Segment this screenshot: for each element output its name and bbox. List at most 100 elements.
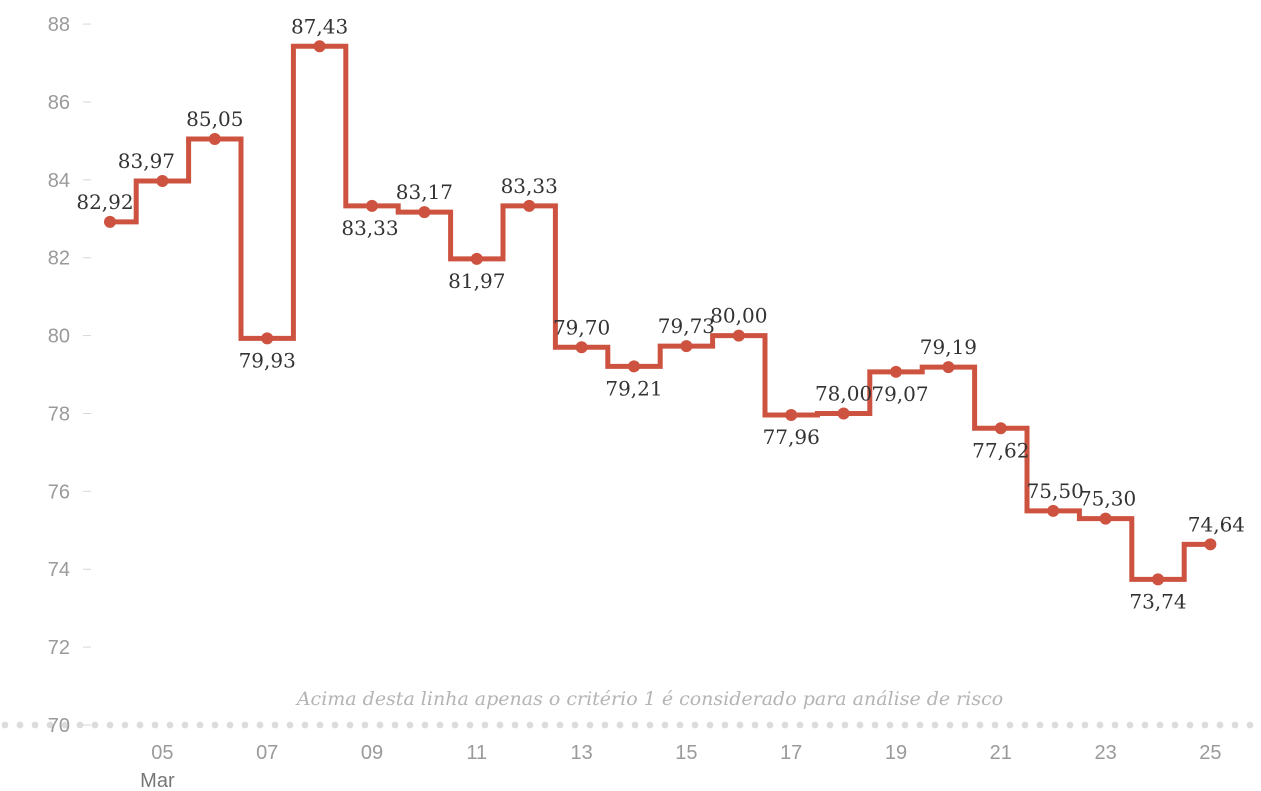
x-tick-label: 05	[151, 742, 173, 764]
reference-line-dot	[316, 721, 324, 729]
reference-line-dot	[331, 721, 339, 729]
y-tick: 74	[48, 559, 91, 581]
reference-line-dot	[511, 721, 519, 729]
reference-line-dot	[826, 721, 834, 729]
data-label: 81,97	[448, 269, 505, 293]
x-tick-label: 07	[256, 742, 278, 764]
reference-line-dot	[886, 721, 894, 729]
reference-line-dot	[151, 721, 159, 729]
reference-line-dot	[781, 721, 789, 729]
reference-line-dot	[301, 721, 309, 729]
data-label: 79,70	[553, 315, 610, 339]
data-label: 83,17	[396, 180, 453, 204]
data-label: 75,50	[1027, 479, 1084, 503]
x-tick: 25	[1199, 742, 1221, 764]
reference-line-dot	[1036, 721, 1044, 729]
reference-line-dot	[751, 721, 759, 729]
reference-line-dot	[766, 721, 774, 729]
y-tick-label: 76	[48, 481, 70, 503]
data-point	[104, 215, 116, 228]
reference-line-dot	[871, 721, 879, 729]
data-label: 83,33	[341, 216, 398, 240]
y-tick-label: 72	[48, 637, 70, 659]
y-tick-label: 88	[48, 14, 70, 36]
reference-line-dot	[661, 721, 669, 729]
reference-line-dot	[931, 721, 939, 729]
x-tick-label: 17	[780, 742, 802, 764]
y-tick: 86	[48, 92, 91, 114]
y-tick: 82	[48, 248, 91, 270]
x-tick-label: 13	[570, 742, 592, 764]
data-label: 80,00	[710, 304, 767, 328]
reference-line-dot	[676, 721, 684, 729]
x-tick: 13	[570, 742, 592, 764]
data-point	[837, 407, 850, 420]
data-label: 77,62	[972, 438, 1029, 462]
reference-line-dot	[736, 721, 744, 729]
data-point	[628, 360, 640, 373]
reference-line-dot	[436, 721, 444, 729]
data-points	[104, 40, 1217, 586]
data-point	[313, 40, 326, 53]
reference-line-dot	[1186, 721, 1194, 729]
reference-line-dot	[916, 721, 924, 729]
x-axis: 05 07 09 11 13 15 17 19 21 23 25	[151, 742, 1221, 764]
data-label: 75,30	[1079, 487, 1136, 511]
reference-line-dot	[841, 721, 849, 729]
data-label: 79,93	[239, 348, 296, 372]
data-point	[1204, 538, 1217, 551]
y-tick-label: 82	[48, 248, 70, 270]
y-tick-label: 78	[48, 403, 70, 425]
y-tick: 70	[48, 715, 91, 737]
data-point	[942, 361, 955, 374]
reference-line-dot	[586, 721, 594, 729]
reference-line-dot	[361, 721, 369, 729]
x-tick-label: 21	[990, 742, 1012, 764]
x-tick: 21	[990, 742, 1012, 764]
data-point	[680, 340, 693, 353]
reference-line-dot	[631, 721, 639, 729]
x-tick: 05	[151, 742, 173, 764]
reference-line-dot	[421, 721, 429, 729]
x-axis-month-label: Mar	[140, 770, 175, 791]
reference-line-dot	[91, 721, 99, 729]
reference-line-dot	[961, 721, 969, 729]
reference-line-dot	[481, 721, 489, 729]
data-point	[732, 329, 745, 342]
y-axis: 72 74 76 78 80 82 84 86 88 70	[48, 14, 91, 737]
reference-line-dot	[451, 721, 459, 729]
reference-line-dot	[46, 721, 54, 729]
reference-line-dot	[856, 721, 864, 729]
data-labels: 82,92 83,97 85,05 79,93 87,43 83,33 83,17 81,97…	[76, 14, 1245, 613]
reference-line-dot	[1171, 721, 1179, 729]
reference-line	[1, 721, 1254, 729]
x-tick: 15	[675, 742, 697, 764]
data-point	[890, 365, 902, 378]
reference-line-dot	[376, 721, 384, 729]
reference-line-dot	[346, 721, 354, 729]
y-tick: 72	[48, 637, 91, 659]
reference-line-dot	[406, 721, 414, 729]
data-label: 73,74	[1129, 589, 1186, 613]
reference-line-dot	[181, 721, 189, 729]
reference-line-dot	[226, 721, 234, 729]
data-point	[261, 332, 274, 345]
reference-line-dot	[991, 721, 999, 729]
reference-line-dot	[1111, 721, 1119, 729]
reference-line-dot	[136, 721, 144, 729]
reference-line-dot	[466, 721, 474, 729]
data-point	[1152, 573, 1164, 586]
data-label: 87,43	[291, 14, 348, 38]
data-point	[208, 132, 221, 145]
reference-line-dot	[1006, 721, 1014, 729]
data-label: 79,21	[605, 376, 662, 400]
reference-line-dot	[271, 721, 279, 729]
y-tick: 88	[48, 14, 91, 36]
reference-line-dot	[106, 721, 114, 729]
x-tick-label: 25	[1199, 742, 1221, 764]
y-tick-label: 74	[48, 559, 70, 581]
data-point	[1047, 504, 1060, 517]
reference-line-dot	[1231, 721, 1239, 729]
reference-line-dot	[61, 721, 69, 729]
